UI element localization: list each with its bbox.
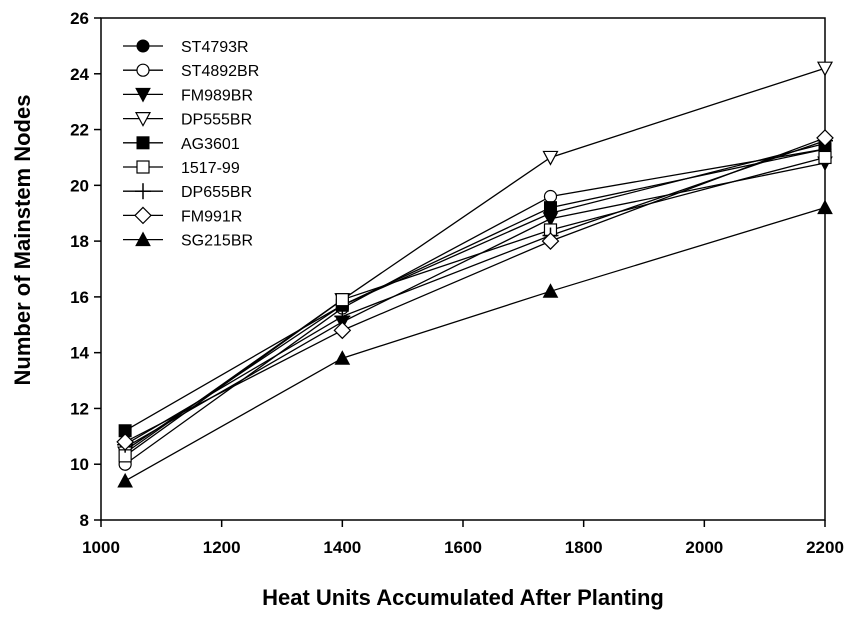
data-point-1517-99 xyxy=(335,293,349,307)
y-tick-label: 26 xyxy=(70,9,89,28)
legend-label: DP555BR xyxy=(181,112,252,129)
data-point-FM991R xyxy=(541,232,560,250)
legend-label: FM989BR xyxy=(181,87,253,104)
series-line-1517-99 xyxy=(124,156,826,457)
data-point-SG215BR xyxy=(817,199,833,215)
x-tick-label: 1000 xyxy=(82,538,120,557)
legend-marker xyxy=(136,39,150,53)
series-line-FM991R xyxy=(124,137,826,443)
legend-item: FM991R xyxy=(123,206,242,225)
data-point-FM991R xyxy=(333,321,352,340)
legend-marker xyxy=(136,136,150,150)
legend-item: SG215BR xyxy=(123,231,253,250)
legend-label: AG3601 xyxy=(181,136,240,153)
legend-marker xyxy=(135,183,151,200)
legend-label: ST4892BR xyxy=(181,63,259,80)
legend-marker xyxy=(135,87,151,103)
data-point-ST4892BR xyxy=(543,189,558,204)
legend-item: DP555BR xyxy=(123,112,252,129)
series-line-DP555BR xyxy=(124,67,826,454)
y-tick-label: 8 xyxy=(80,511,89,530)
x-tick-label: 2000 xyxy=(685,538,723,557)
data-point-FM991R xyxy=(116,433,134,451)
legend-item: 1517-99 xyxy=(123,160,240,177)
legend-marker xyxy=(136,63,150,77)
x-tick-label: 2200 xyxy=(806,538,844,557)
data-point-DP555BR xyxy=(816,61,834,77)
y-tick-label: 16 xyxy=(70,288,89,307)
plot-area: 8 10 12 14 16 18 20 22 24 26 1000 1200 1400 1600 1800 2… xyxy=(70,9,844,557)
x-axis-title: Heat Units Accumulated After Planting xyxy=(262,585,664,610)
legend-item: FM989BR xyxy=(123,87,253,104)
legend-marker xyxy=(134,206,152,225)
y-tick-label: 18 xyxy=(70,232,89,251)
y-tick-label: 24 xyxy=(70,65,89,84)
data-point-SG215BR xyxy=(117,472,133,488)
x-tick-label: 1200 xyxy=(203,538,241,557)
y-tick-label: 20 xyxy=(70,176,89,195)
data-point-SG215BR xyxy=(542,283,559,298)
legend-label: FM991R xyxy=(181,208,242,225)
legend-item: AG3601 xyxy=(123,136,240,153)
legend-label: 1517-99 xyxy=(181,160,240,177)
legend-label: DP655BR xyxy=(181,184,252,201)
legend-label: SG215BR xyxy=(181,233,253,250)
series-line-DP655BR xyxy=(124,140,826,446)
data-point-DP555BR xyxy=(542,150,559,166)
y-tick-label: 14 xyxy=(70,344,89,363)
y-tick-label: 12 xyxy=(70,399,89,418)
legend-marker xyxy=(136,160,150,174)
series-line-SG215BR xyxy=(124,207,826,482)
x-tick-label: 1800 xyxy=(565,538,603,557)
y-tick-label: 22 xyxy=(70,121,89,140)
legend-item: ST4892BR xyxy=(123,63,259,80)
legend-item: DP655BR xyxy=(123,183,252,201)
legend: ST4793R ST4892BR FM989BR DP555BR AG3601 1517-… xyxy=(123,39,259,250)
x-tick-label: 1600 xyxy=(444,538,482,557)
y-axis-title: Number of Mainstem Nodes xyxy=(10,95,35,386)
series-line-AG3601 xyxy=(124,148,826,432)
series-line-FM989BR xyxy=(124,162,826,449)
data-point-FM991R xyxy=(816,129,834,147)
data-point-AG3601 xyxy=(543,201,557,215)
legend-item: ST4793R xyxy=(123,39,249,56)
x-tick-label: 1400 xyxy=(323,538,361,557)
data-point-SG215BR xyxy=(334,350,351,365)
legend-label: ST4793R xyxy=(181,39,249,56)
data-point-1517-99 xyxy=(818,150,832,165)
legend-marker xyxy=(134,111,152,127)
y-tick-label: 10 xyxy=(70,455,89,474)
legend-marker xyxy=(135,231,151,247)
